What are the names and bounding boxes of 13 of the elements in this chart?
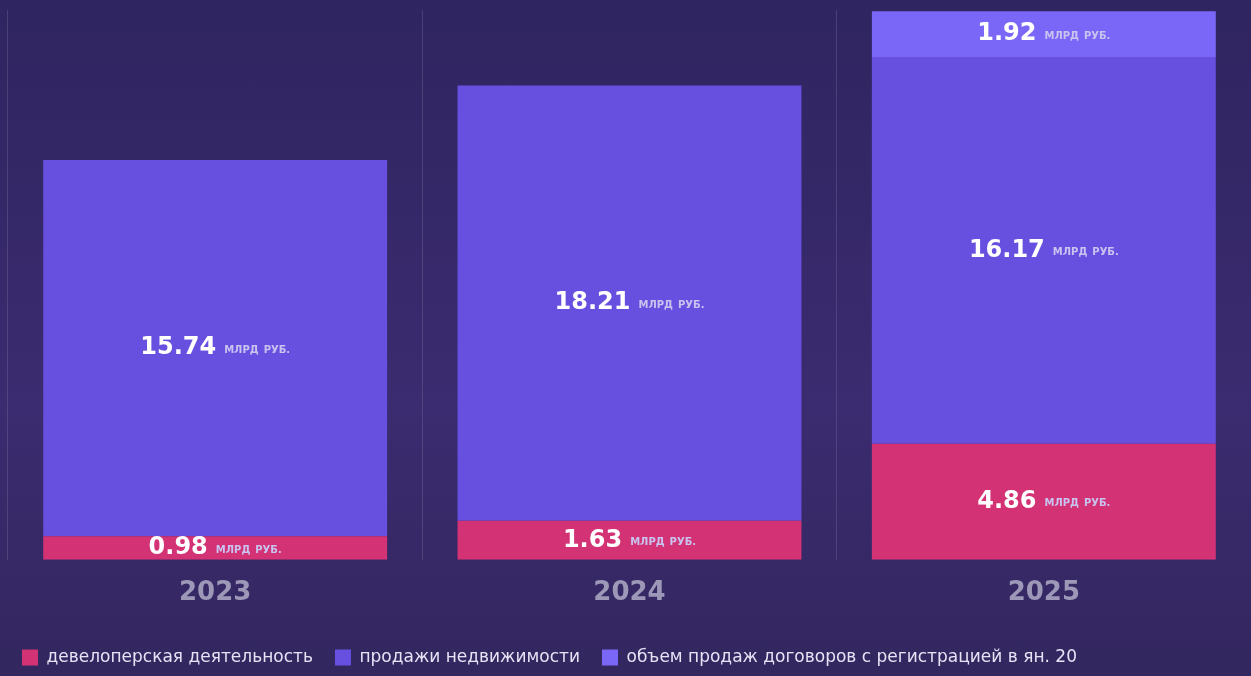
data-label: 18.21 МЛРД РУБ. bbox=[554, 287, 705, 316]
legend-label: продажи недвижимости bbox=[359, 645, 580, 666]
data-label: 16.17 МЛРД РУБ. bbox=[968, 234, 1119, 263]
data-label: 0.98 МЛРД РУБ. bbox=[148, 532, 282, 561]
x-tick-label: 2025 bbox=[1007, 576, 1081, 607]
data-label: 4.86 МЛРД РУБ. bbox=[977, 485, 1111, 514]
data-label: 15.74 МЛРД РУБ. bbox=[140, 332, 291, 361]
data-label: 1.63 МЛРД РУБ. bbox=[562, 524, 697, 553]
x-tick-label: 2024 bbox=[593, 576, 666, 607]
data-label: 1.92 МЛРД РУБ. bbox=[977, 18, 1111, 47]
x-tick-label: 2023 bbox=[178, 576, 252, 607]
legend-label: девелоперская деятельность bbox=[46, 645, 313, 666]
legend-label: объем продаж договоров с регистрацией в ян. 20 bbox=[626, 645, 1077, 666]
